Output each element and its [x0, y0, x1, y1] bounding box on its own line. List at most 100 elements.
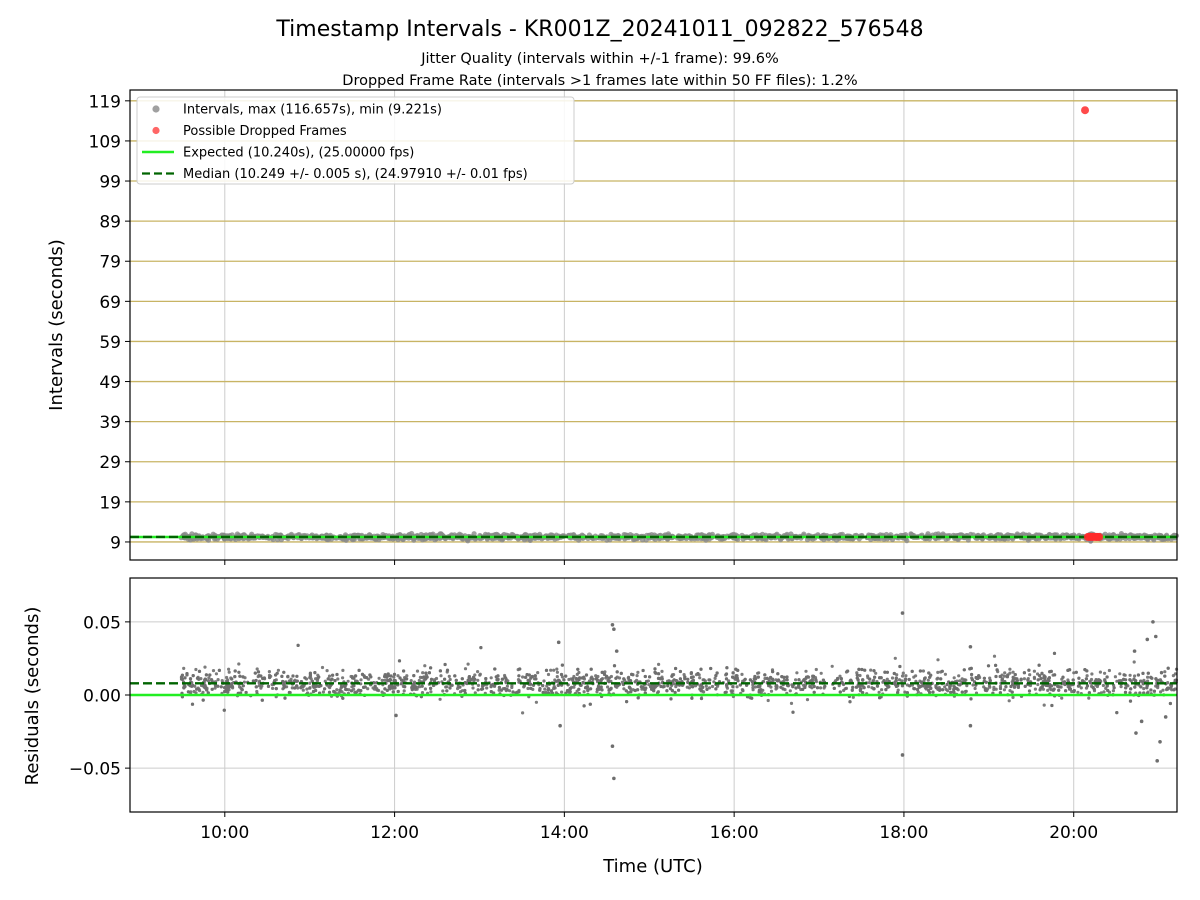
residual-point	[325, 669, 329, 673]
residual-point	[867, 685, 871, 689]
residual-point	[489, 676, 493, 680]
residual-point	[357, 668, 361, 673]
residual-outlier-point	[1151, 620, 1155, 624]
residual-point	[1072, 671, 1076, 675]
residual-point	[1052, 687, 1056, 691]
residual-point	[225, 675, 229, 680]
residual-point	[750, 696, 754, 700]
residual-point	[731, 671, 735, 675]
residual-point	[892, 671, 896, 676]
y-tick-label: 0.05	[83, 613, 121, 633]
residual-point	[805, 698, 810, 702]
residual-point	[534, 677, 538, 681]
residual-point	[863, 668, 867, 672]
residual-point	[385, 688, 389, 693]
residual-point	[705, 687, 709, 692]
residual-point	[206, 679, 211, 683]
residual-point	[946, 689, 950, 693]
residual-point	[602, 672, 607, 677]
residual-point	[1057, 688, 1061, 692]
residual-point	[1163, 674, 1167, 678]
residual-point	[259, 686, 263, 690]
residual-point	[1139, 679, 1143, 683]
residual-point	[1146, 671, 1150, 675]
residual-point	[262, 676, 266, 680]
residual-point	[890, 676, 895, 680]
residual-point	[244, 690, 248, 695]
residual-point	[1027, 689, 1032, 693]
residual-point	[577, 670, 581, 675]
residual-point	[1003, 671, 1007, 675]
residual-point	[788, 689, 792, 693]
residual-point	[903, 690, 907, 694]
residual-point	[1133, 674, 1137, 678]
residual-point	[1136, 673, 1140, 677]
residual-point	[589, 676, 593, 680]
residual-point	[599, 685, 603, 689]
residual-point	[673, 690, 677, 695]
residual-point	[341, 668, 345, 673]
residual-point	[596, 674, 600, 679]
residual-point	[259, 674, 263, 678]
residual-point	[580, 676, 584, 680]
residual-point	[785, 678, 789, 682]
residual-point	[698, 676, 702, 680]
residual-point	[1118, 672, 1122, 676]
residual-point	[957, 674, 961, 678]
residual-point	[471, 686, 475, 690]
residual-point	[858, 673, 862, 678]
residual-point	[471, 675, 476, 679]
residual-point	[698, 687, 702, 691]
residual-point	[295, 674, 299, 678]
residuals-panel: 10:00 12:00 14:00 16:00 18:00 20:00 0.05 0.00 −0…	[69, 577, 1179, 843]
residual-point	[927, 671, 931, 675]
residual-point	[992, 654, 997, 658]
residual-point	[785, 675, 789, 679]
residual-point	[605, 674, 609, 679]
residual-point	[1161, 688, 1165, 692]
residual-point	[201, 690, 205, 695]
residual-point	[359, 678, 363, 682]
residual-point	[400, 678, 404, 682]
residual-point	[453, 674, 457, 678]
residual-point	[373, 687, 377, 691]
residual-point	[689, 675, 694, 680]
residual-point	[934, 685, 938, 689]
residual-point	[780, 675, 784, 679]
residual-point	[529, 676, 533, 680]
residual-point	[607, 676, 611, 680]
residual-point	[329, 678, 333, 682]
residual-point	[336, 677, 340, 681]
y-tick-label: 99	[99, 173, 121, 193]
residual-point	[644, 686, 648, 690]
residual-point	[478, 672, 482, 676]
residual-point	[554, 691, 558, 695]
residual-point	[1111, 689, 1115, 693]
residual-point	[536, 671, 540, 675]
residual-point	[403, 685, 407, 689]
residual-point	[538, 687, 542, 691]
residual-point	[338, 688, 342, 692]
residual-point	[812, 684, 816, 689]
residual-point	[349, 689, 354, 693]
residual-point	[460, 677, 464, 681]
residual-point	[791, 710, 795, 714]
residual-point	[308, 671, 312, 675]
residual-point	[756, 675, 760, 679]
residual-point	[343, 684, 347, 689]
residual-point	[1050, 703, 1054, 708]
residual-point	[752, 677, 756, 681]
y-tick-label: 0.00	[83, 687, 121, 707]
residual-point	[584, 685, 588, 689]
residual-point	[182, 666, 186, 671]
residual-point	[1159, 679, 1163, 683]
residual-point	[185, 673, 189, 677]
residual-point	[908, 684, 912, 688]
residual-point	[1089, 681, 1093, 685]
residual-point	[1037, 663, 1041, 667]
residual-point	[555, 670, 560, 674]
residual-point	[230, 677, 234, 681]
residual-point	[901, 671, 905, 675]
residual-point	[276, 668, 280, 672]
chart-title: Timestamp Intervals - KR001Z_20241011_09…	[275, 17, 923, 42]
